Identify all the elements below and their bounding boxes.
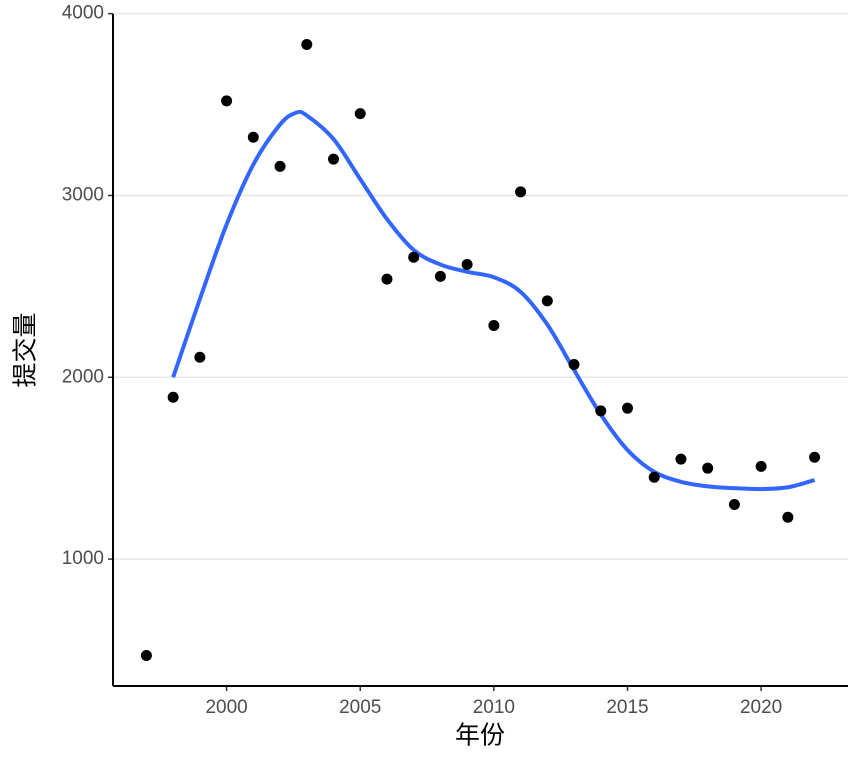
- point: [328, 153, 339, 165]
- point: [728, 499, 740, 511]
- point: [140, 649, 152, 661]
- point: [488, 319, 500, 331]
- point: [648, 471, 660, 483]
- y-tick-label: 2000: [62, 366, 104, 387]
- point: [461, 259, 473, 271]
- x-tick-label: 2005: [339, 697, 381, 718]
- smooth-line: [171, 109, 816, 492]
- point: [354, 108, 366, 120]
- point: [515, 186, 527, 198]
- point: [622, 402, 633, 414]
- point: [381, 273, 393, 285]
- point: [194, 351, 206, 363]
- point: [434, 270, 446, 282]
- x-tick-label: 2010: [473, 697, 515, 718]
- point: [702, 462, 714, 474]
- point: [809, 451, 821, 463]
- point: [541, 295, 553, 307]
- point: [301, 39, 313, 51]
- y-tick-label: 4000: [62, 3, 104, 24]
- x-axis-title: 年份: [455, 722, 505, 750]
- point: [247, 131, 259, 143]
- y-tick-label: 1000: [62, 548, 104, 569]
- point: [782, 511, 794, 523]
- point: [755, 460, 767, 472]
- point: [408, 251, 420, 263]
- x-tick-label: 2020: [740, 697, 782, 718]
- y-axis-title: 提交量: [12, 312, 40, 387]
- point: [221, 95, 233, 107]
- point: [274, 160, 286, 172]
- y-tick-label: 3000: [62, 184, 104, 205]
- x-tick-label: 2000: [205, 697, 247, 718]
- point: [167, 391, 179, 403]
- point: [568, 359, 580, 371]
- x-tick-label: 2015: [606, 697, 648, 718]
- point: [675, 453, 687, 465]
- point: [595, 405, 607, 417]
